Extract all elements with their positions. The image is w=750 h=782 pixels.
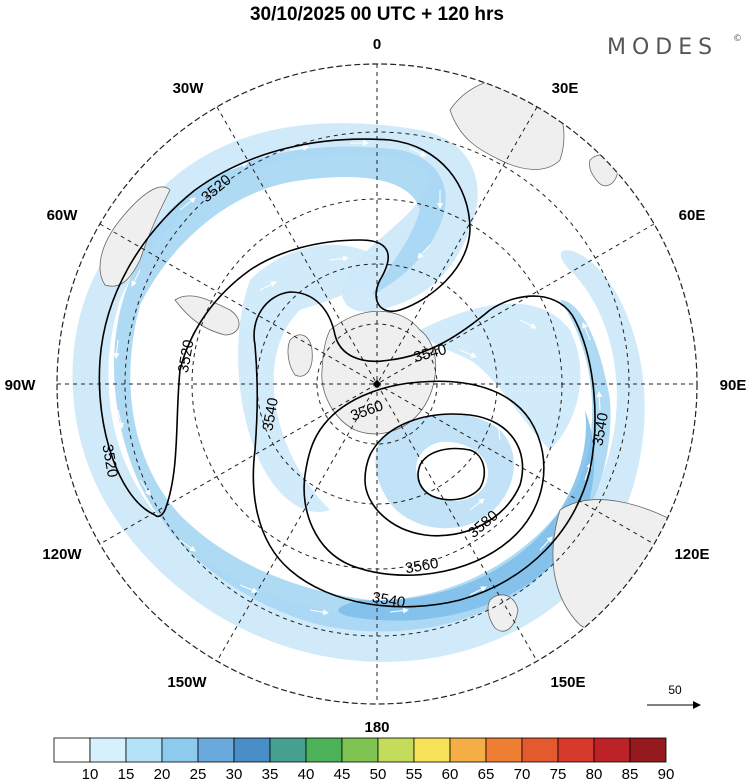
colorbar-swatch (521, 737, 559, 763)
colorbar-label: 75 (550, 766, 567, 782)
map-title: 30/10/2025 00 UTC + 120 hrs (250, 4, 504, 25)
colorbar-label: 90 (658, 766, 675, 782)
colorbar-label: 60 (442, 766, 459, 782)
lon-label-150w: 150W (167, 674, 207, 691)
contour-3580-line (364, 413, 524, 537)
lon-label-90e: 90E (720, 377, 747, 394)
contours (98, 138, 596, 608)
colorbar-swatch (233, 737, 271, 763)
colorbar-swatch (377, 737, 415, 763)
antarctica-land (321, 311, 437, 435)
south-america-tip (174, 295, 240, 336)
new-zealand-land (487, 594, 519, 632)
wind-vectors (68, 140, 651, 616)
south-america-land (99, 186, 171, 287)
colorbar-label: 20 (154, 766, 171, 782)
colorbar-swatch (53, 737, 91, 763)
map-border (56, 63, 698, 705)
contour-label-3540-a: 3540 (259, 396, 282, 432)
colorbar-swatch (161, 737, 199, 763)
contour-label-3560-b: 3560 (404, 555, 440, 578)
wind-east-patch (420, 303, 581, 450)
colorbar-swatch (593, 737, 631, 763)
wind-jet-core (338, 410, 595, 621)
colorbar-label: 70 (514, 766, 531, 782)
pole-marker (372, 379, 382, 389)
colorbar-label: 65 (478, 766, 495, 782)
lon-label-30e: 30E (552, 80, 579, 97)
lon-label-180: 180 (364, 719, 389, 736)
contour-3520-line (98, 138, 471, 518)
colorbar-label: 15 (118, 766, 135, 782)
antarctic-peninsula (287, 334, 313, 377)
colorbar-label: 80 (586, 766, 603, 782)
colorbar-label: 55 (406, 766, 423, 782)
colorbar-label: 50 (370, 766, 387, 782)
brand-logo: MODES (607, 35, 718, 60)
colorbar-label: 40 (298, 766, 315, 782)
colorbar-label: 45 (334, 766, 351, 782)
lon-label-30w: 30W (173, 80, 205, 97)
colorbar: 10 15 20 25 30 35 40 45 50 55 60 65 70 75 80 85 90 (53, 737, 675, 782)
lon-label-0: 0 (373, 36, 381, 53)
brand-copyright-mark: © (733, 34, 742, 44)
longitude-labels: 0 30W 30E 60W 60E 90W 90E 120W 120E 150W… (5, 36, 747, 736)
colorbar-swatch (557, 737, 595, 763)
colorbar-swatch (413, 737, 451, 763)
australia-land (552, 499, 697, 639)
lon-label-120w: 120W (42, 546, 82, 563)
lon-label-90w: 90W (5, 377, 37, 394)
reference-vector: 50 (647, 683, 701, 709)
colorbar-label: 35 (262, 766, 279, 782)
colorbar-label: 30 (226, 766, 243, 782)
colorbar-swatch (89, 737, 127, 763)
colorbar-label: 85 (622, 766, 639, 782)
colorbar-swatch (197, 737, 235, 763)
colorbar-swatch (125, 737, 163, 763)
map-disc: 3520 3520 3520 3540 3540 3540 3540 3560 … (57, 64, 697, 704)
colorbar-swatch (485, 737, 523, 763)
colorbar-swatch (449, 737, 487, 763)
lon-label-60w: 60W (47, 207, 79, 224)
contour-label-3520-b: 3520 (175, 338, 198, 374)
lon-label-60e: 60E (679, 207, 706, 224)
lon-label-120e: 120E (674, 546, 709, 563)
contour-3600-line (417, 447, 486, 501)
contour-3540-line (252, 291, 596, 608)
colorbar-swatch (305, 737, 343, 763)
reference-vector-label: 50 (668, 683, 682, 697)
colorbar-swatch (269, 737, 307, 763)
colorbar-label: 25 (190, 766, 207, 782)
lon-label-150e: 150E (550, 674, 585, 691)
colorbar-label: 10 (82, 766, 99, 782)
contour-label-3540-c: 3540 (589, 411, 612, 447)
contour-3560-line (303, 380, 545, 576)
colorbar-swatch (341, 737, 379, 763)
contour-label-3520-c: 3520 (98, 443, 121, 479)
colorbar-swatch (629, 737, 667, 763)
contour-label-3540-d: 3540 (371, 589, 407, 612)
